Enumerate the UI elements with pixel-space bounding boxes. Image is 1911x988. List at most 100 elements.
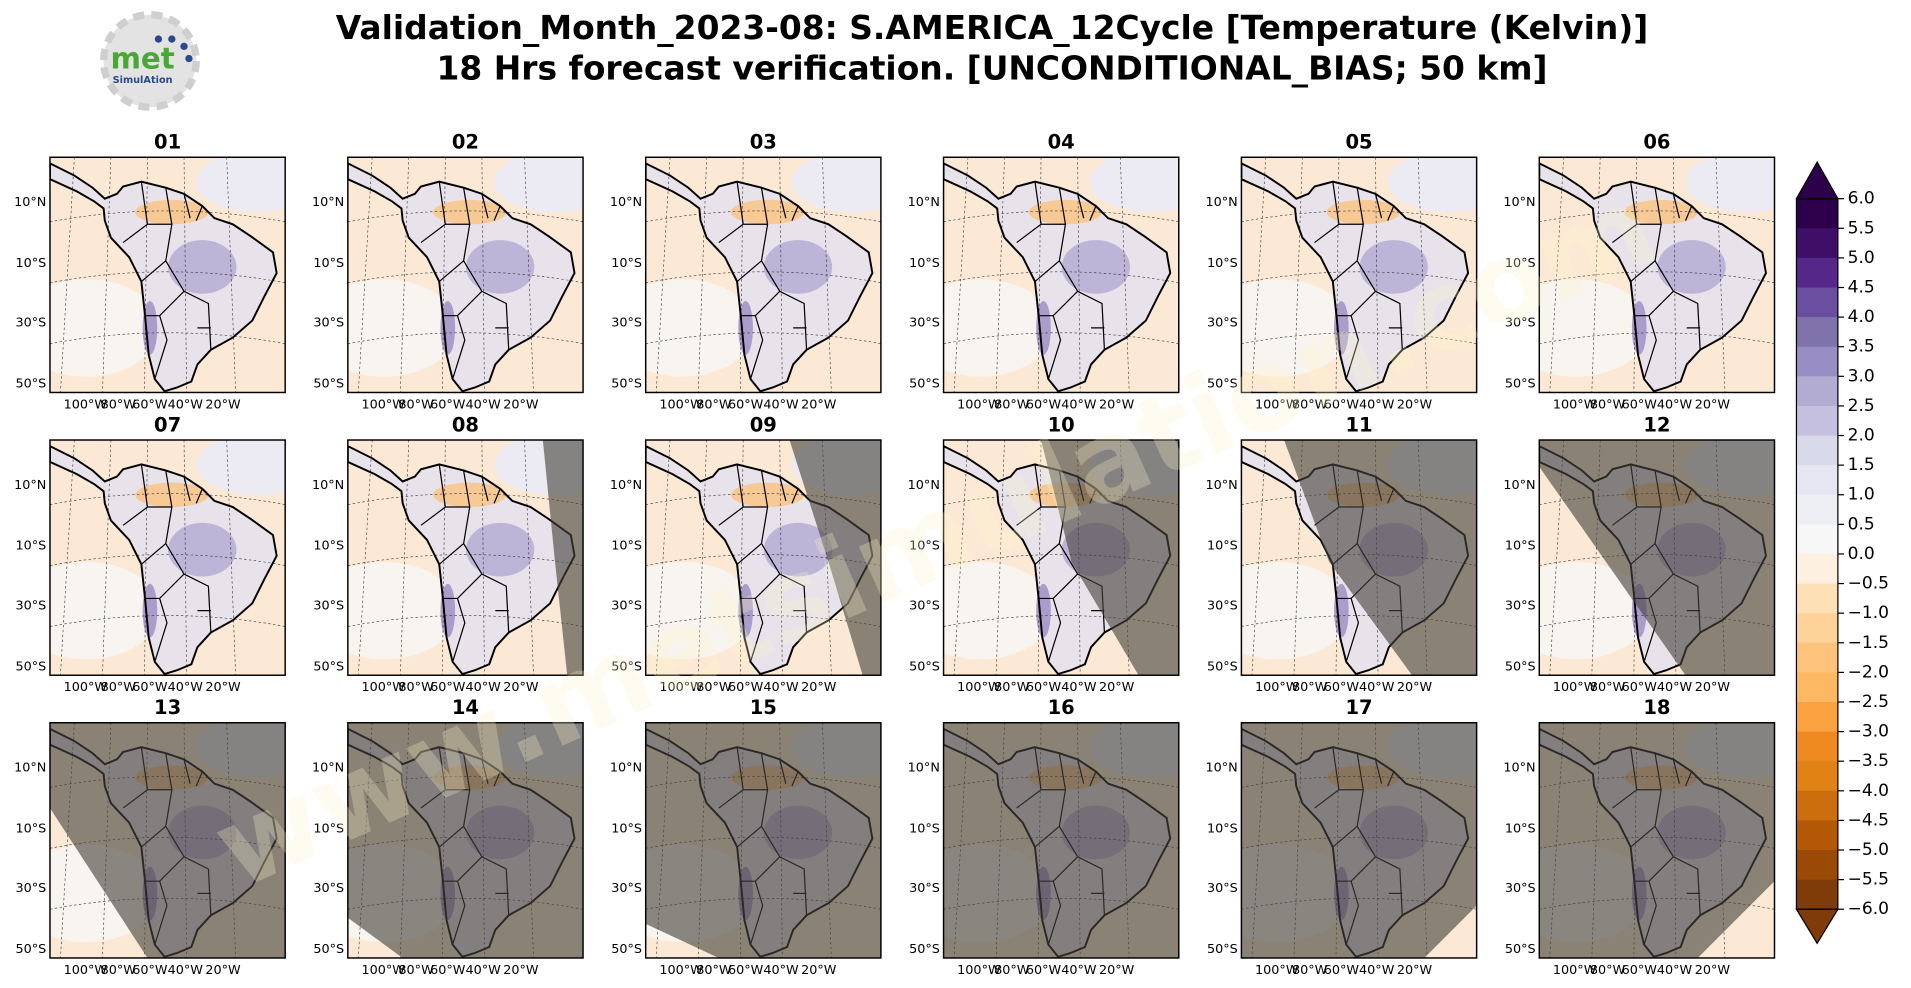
lat-label: 30°S: [1207, 881, 1238, 896]
lon-label: 80°W: [101, 963, 137, 978]
colorbar-tick-label: −3.0: [1848, 722, 1889, 742]
lon-label: 100°W: [1255, 680, 1299, 695]
colorbar-segment: [1796, 376, 1838, 407]
lon-label: 100°W: [659, 397, 703, 412]
colorbar-tick-label: −1.5: [1848, 633, 1889, 653]
lat-label: 50°S: [1505, 659, 1536, 674]
colorbar-segment: [1796, 257, 1838, 289]
lat-label: 50°S: [1505, 377, 1536, 392]
lat-label: 50°S: [611, 942, 642, 957]
lon-label: 40°W: [763, 680, 799, 695]
colorbar-segment: [1796, 701, 1838, 733]
lon-label: 60°W: [1324, 963, 1360, 978]
lat-label: 30°S: [1207, 316, 1238, 331]
panel-title: 06: [1643, 131, 1670, 154]
panel-title: 05: [1345, 131, 1372, 154]
graticule: [358, 157, 373, 393]
coastline: [645, 162, 874, 393]
missing-data-shade: [1241, 722, 1477, 958]
lat-label: 30°S: [909, 881, 940, 896]
lat-label: 10°S: [1207, 539, 1238, 554]
land-patch: [738, 301, 753, 355]
coastline: [49, 445, 278, 676]
map-panel: [1241, 157, 1477, 393]
graticule: [943, 271, 1179, 284]
missing-data-shade: [542, 440, 584, 676]
panel-frame: [1538, 722, 1776, 959]
graticule: [953, 440, 969, 676]
lon-label: 80°W: [101, 680, 137, 695]
logo-subname: SimulAtion: [113, 75, 173, 86]
coastline: [645, 445, 874, 676]
lat-label: 10°N: [610, 478, 642, 493]
colorbar-segment: [1796, 850, 1838, 881]
lon-label: 60°W: [728, 963, 764, 978]
map-panel: [49, 157, 286, 393]
borders: [122, 464, 212, 663]
lon-label: 60°W: [1622, 963, 1658, 978]
lon-label: 40°W: [1657, 680, 1693, 695]
lat-label: 10°S: [16, 256, 47, 271]
logo-dot: [168, 35, 176, 43]
lat-label: 50°S: [611, 377, 642, 392]
lon-label: 40°W: [465, 397, 501, 412]
ocean-patch: [1387, 157, 1477, 213]
lat-label: 30°S: [313, 598, 344, 613]
colorbar-tick-label: 3.0: [1848, 366, 1875, 386]
coastline: [1241, 162, 1470, 393]
lon-label: 60°W: [132, 680, 168, 695]
land-patch: [433, 482, 507, 508]
map-panel: [1241, 440, 1477, 676]
borders: [1612, 181, 1701, 380]
graticule: [60, 157, 75, 393]
graticule: [442, 440, 446, 676]
graticule: [1417, 157, 1428, 393]
lat-label: 50°S: [611, 659, 642, 674]
lon-label: 100°W: [1553, 397, 1597, 412]
land-patch: [738, 583, 753, 638]
lon-label: 60°W: [132, 963, 168, 978]
colorbar-segment: [1796, 879, 1838, 910]
lat-label: 30°S: [1505, 881, 1536, 896]
map-panel: [943, 440, 1179, 676]
ocean-patch: [1089, 157, 1179, 213]
lat-label: 10°S: [611, 821, 642, 836]
lat-label: 30°S: [16, 881, 47, 896]
ocean-patch: [791, 157, 881, 213]
graticule: [655, 157, 671, 393]
lon-label: 60°W: [1026, 963, 1062, 978]
panel-frame: [347, 156, 584, 394]
graticule: [1335, 157, 1340, 393]
panel-title: 16: [1048, 696, 1075, 719]
colorbar-tick-label: −2.5: [1848, 692, 1889, 712]
lon-label: 100°W: [1255, 397, 1299, 412]
graticule: [49, 210, 286, 223]
panel-title: 14: [452, 696, 479, 719]
lat-label: 10°S: [1505, 539, 1536, 554]
graticule: [645, 210, 881, 223]
lat-label: 50°S: [16, 942, 47, 957]
lat-label: 10°S: [611, 539, 642, 554]
lon-label: 80°W: [101, 397, 137, 412]
lon-label: 100°W: [659, 680, 703, 695]
graticule: [358, 440, 373, 676]
colorbar-tick-label: −1.0: [1848, 603, 1889, 623]
map-panel: [49, 440, 286, 676]
lon-label: 80°W: [398, 397, 434, 412]
logo: met SimulAtion: [99, 11, 200, 111]
lat-label: 10°S: [1505, 256, 1536, 271]
lon-label: 40°W: [1359, 963, 1395, 978]
lon-label: 60°W: [1622, 680, 1658, 695]
lon-label: 60°W: [1026, 680, 1062, 695]
lon-label: 80°W: [1292, 680, 1328, 695]
lat-label: 50°S: [313, 659, 344, 674]
colorbar-segment: [1796, 672, 1838, 703]
ocean-patch: [494, 157, 584, 213]
map-panel: [645, 440, 881, 676]
colorbar-extend-top: [1795, 160, 1839, 200]
lat-label: 30°S: [611, 598, 642, 613]
missing-data-shade: [1284, 440, 1477, 676]
lat-label: 50°S: [909, 377, 940, 392]
panel-frame: [49, 156, 286, 394]
